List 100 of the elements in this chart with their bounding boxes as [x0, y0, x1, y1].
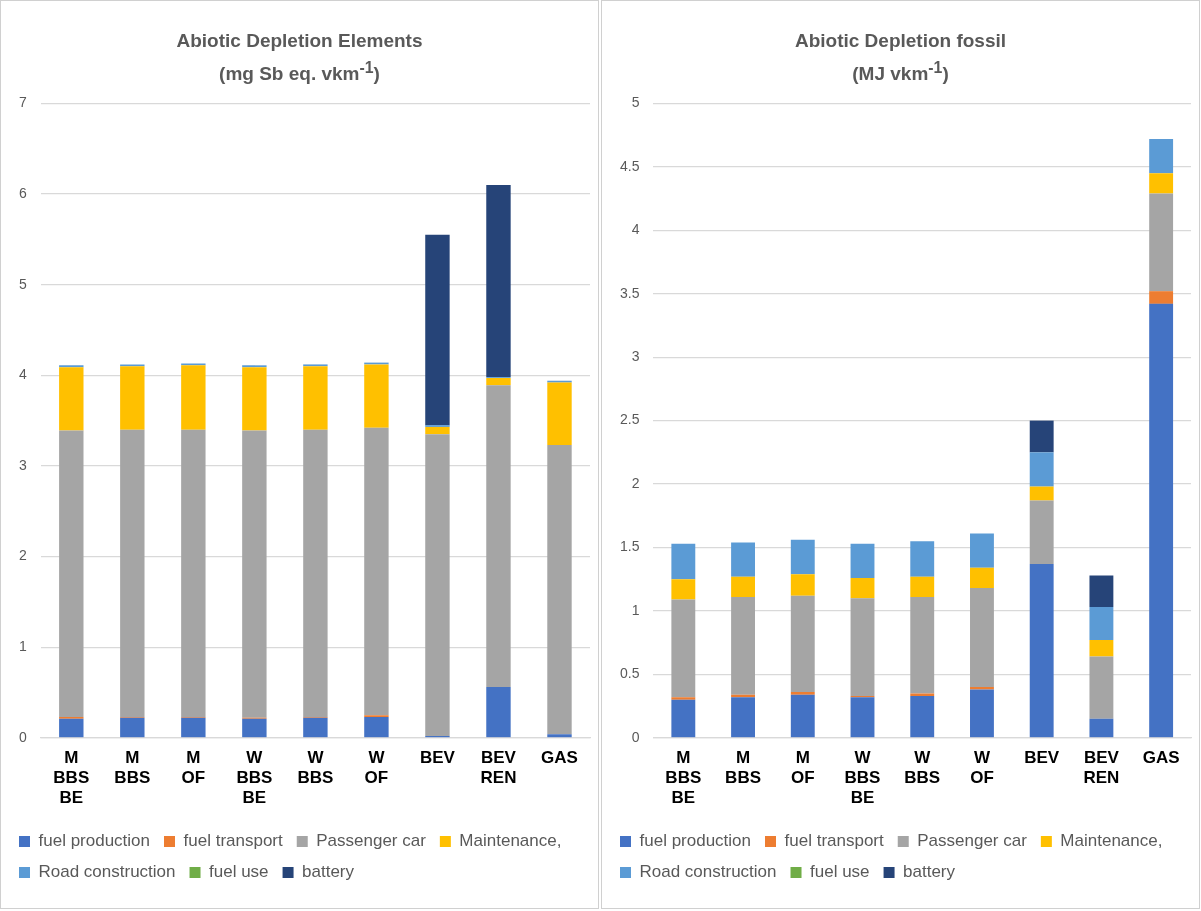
bar [1089, 718, 1114, 738]
y-tick-label: 5 [631, 94, 640, 111]
y-tick-label: 4 [18, 366, 27, 383]
y-tick-label: 3 [631, 348, 640, 365]
bar [1149, 291, 1174, 304]
bar [425, 426, 450, 435]
bar [671, 697, 696, 700]
x-tick-label: W BBS BE [236, 747, 273, 808]
y-tick-label: 4 [631, 221, 640, 238]
bar [1089, 640, 1114, 657]
bar [731, 697, 755, 738]
bar [790, 692, 815, 695]
y-tick-label: 3.5 [619, 284, 640, 301]
bar [910, 576, 935, 597]
legend-label: Maintenance, [1060, 831, 1163, 851]
bar [1089, 656, 1114, 719]
chart-subtitle: (MJ vkm$^{-1}$) [851, 58, 950, 87]
y-tick-label: 3 [18, 456, 27, 473]
y-tick-label: 5 [18, 275, 27, 292]
bar [303, 366, 328, 430]
x-tick-label: M OF [181, 747, 206, 788]
bar [486, 687, 511, 738]
bar [486, 385, 511, 688]
y-tick-label: 1 [631, 601, 640, 618]
bar [671, 699, 696, 738]
y-tick-label: 2 [631, 474, 640, 491]
y-tick-label: 2 [18, 547, 27, 564]
chart-title: Abiotic Depletion Elements [175, 29, 424, 53]
bar [790, 694, 815, 738]
legend-label: Road construction [639, 862, 777, 882]
bar [181, 365, 206, 430]
bar [910, 693, 935, 696]
bar [910, 541, 935, 577]
bar [850, 577, 875, 599]
bar [1029, 420, 1054, 453]
x-tick-label: W BBS BE [844, 747, 881, 808]
bar [1029, 500, 1054, 564]
bar [1149, 173, 1174, 194]
y-tick-label: 0 [18, 728, 27, 745]
bar [364, 716, 389, 738]
x-tick-label: BEV [419, 747, 456, 767]
chart-subtitle: (mg Sb eq. vkm$^{-1}$) [218, 58, 381, 87]
legend-label: Passenger car [316, 831, 427, 851]
bar [790, 574, 815, 596]
bar [970, 689, 994, 738]
bar [120, 366, 145, 430]
bar [181, 717, 206, 738]
bar [59, 718, 84, 738]
y-tick-label: 0 [631, 728, 640, 745]
bar [1149, 193, 1174, 292]
bar [970, 588, 994, 688]
bar [1089, 607, 1114, 641]
x-tick-label: W OF [970, 747, 994, 788]
bar [1029, 486, 1054, 501]
bar [364, 364, 389, 428]
bar [425, 434, 450, 736]
bar [242, 367, 267, 431]
legend-label: Maintenance, [459, 831, 562, 851]
bar [970, 687, 994, 690]
x-tick-label: M BBS BE [665, 747, 702, 808]
bar [850, 543, 875, 578]
x-tick-label: BEV REN [480, 747, 517, 788]
legend-label: Passenger car [917, 831, 1028, 851]
bar [850, 598, 875, 696]
bar [59, 430, 84, 717]
legend-label: fuel production [38, 831, 151, 851]
bar [910, 695, 935, 738]
y-tick-label: 1 [18, 638, 27, 655]
y-tick-label: 6 [18, 184, 27, 201]
x-tick-label: GAS [1142, 747, 1180, 767]
x-tick-label: BEV REN [1083, 747, 1120, 788]
x-tick-label: M BBS [725, 747, 761, 788]
bar [1149, 303, 1174, 738]
bar [1029, 563, 1054, 738]
x-tick-label: W BBS [904, 747, 941, 788]
y-tick-label: 0.5 [619, 665, 640, 682]
y-tick-label: 2.5 [619, 411, 640, 428]
bar [364, 427, 389, 716]
y-tick-label: 4.5 [619, 157, 640, 174]
bar [1089, 575, 1114, 608]
bar [910, 596, 935, 694]
bar [790, 539, 815, 575]
legend-label: fuel transport [183, 831, 284, 851]
y-tick-label: 7 [18, 94, 27, 111]
bar [671, 599, 696, 698]
bar [303, 429, 328, 717]
x-tick-label: M OF [790, 747, 815, 788]
legend-label: fuel use [209, 862, 269, 882]
bar [425, 234, 450, 426]
bar [850, 697, 875, 738]
bar [181, 429, 206, 717]
legend-label: battery [903, 862, 956, 882]
bar [120, 717, 145, 738]
bar [671, 543, 696, 580]
x-tick-label: GAS [541, 747, 578, 767]
x-tick-label: BEV [1024, 747, 1060, 767]
legend-label: fuel production [639, 831, 752, 851]
bar [486, 378, 511, 386]
legend-label: fuel transport [784, 831, 885, 851]
bar [547, 382, 572, 446]
